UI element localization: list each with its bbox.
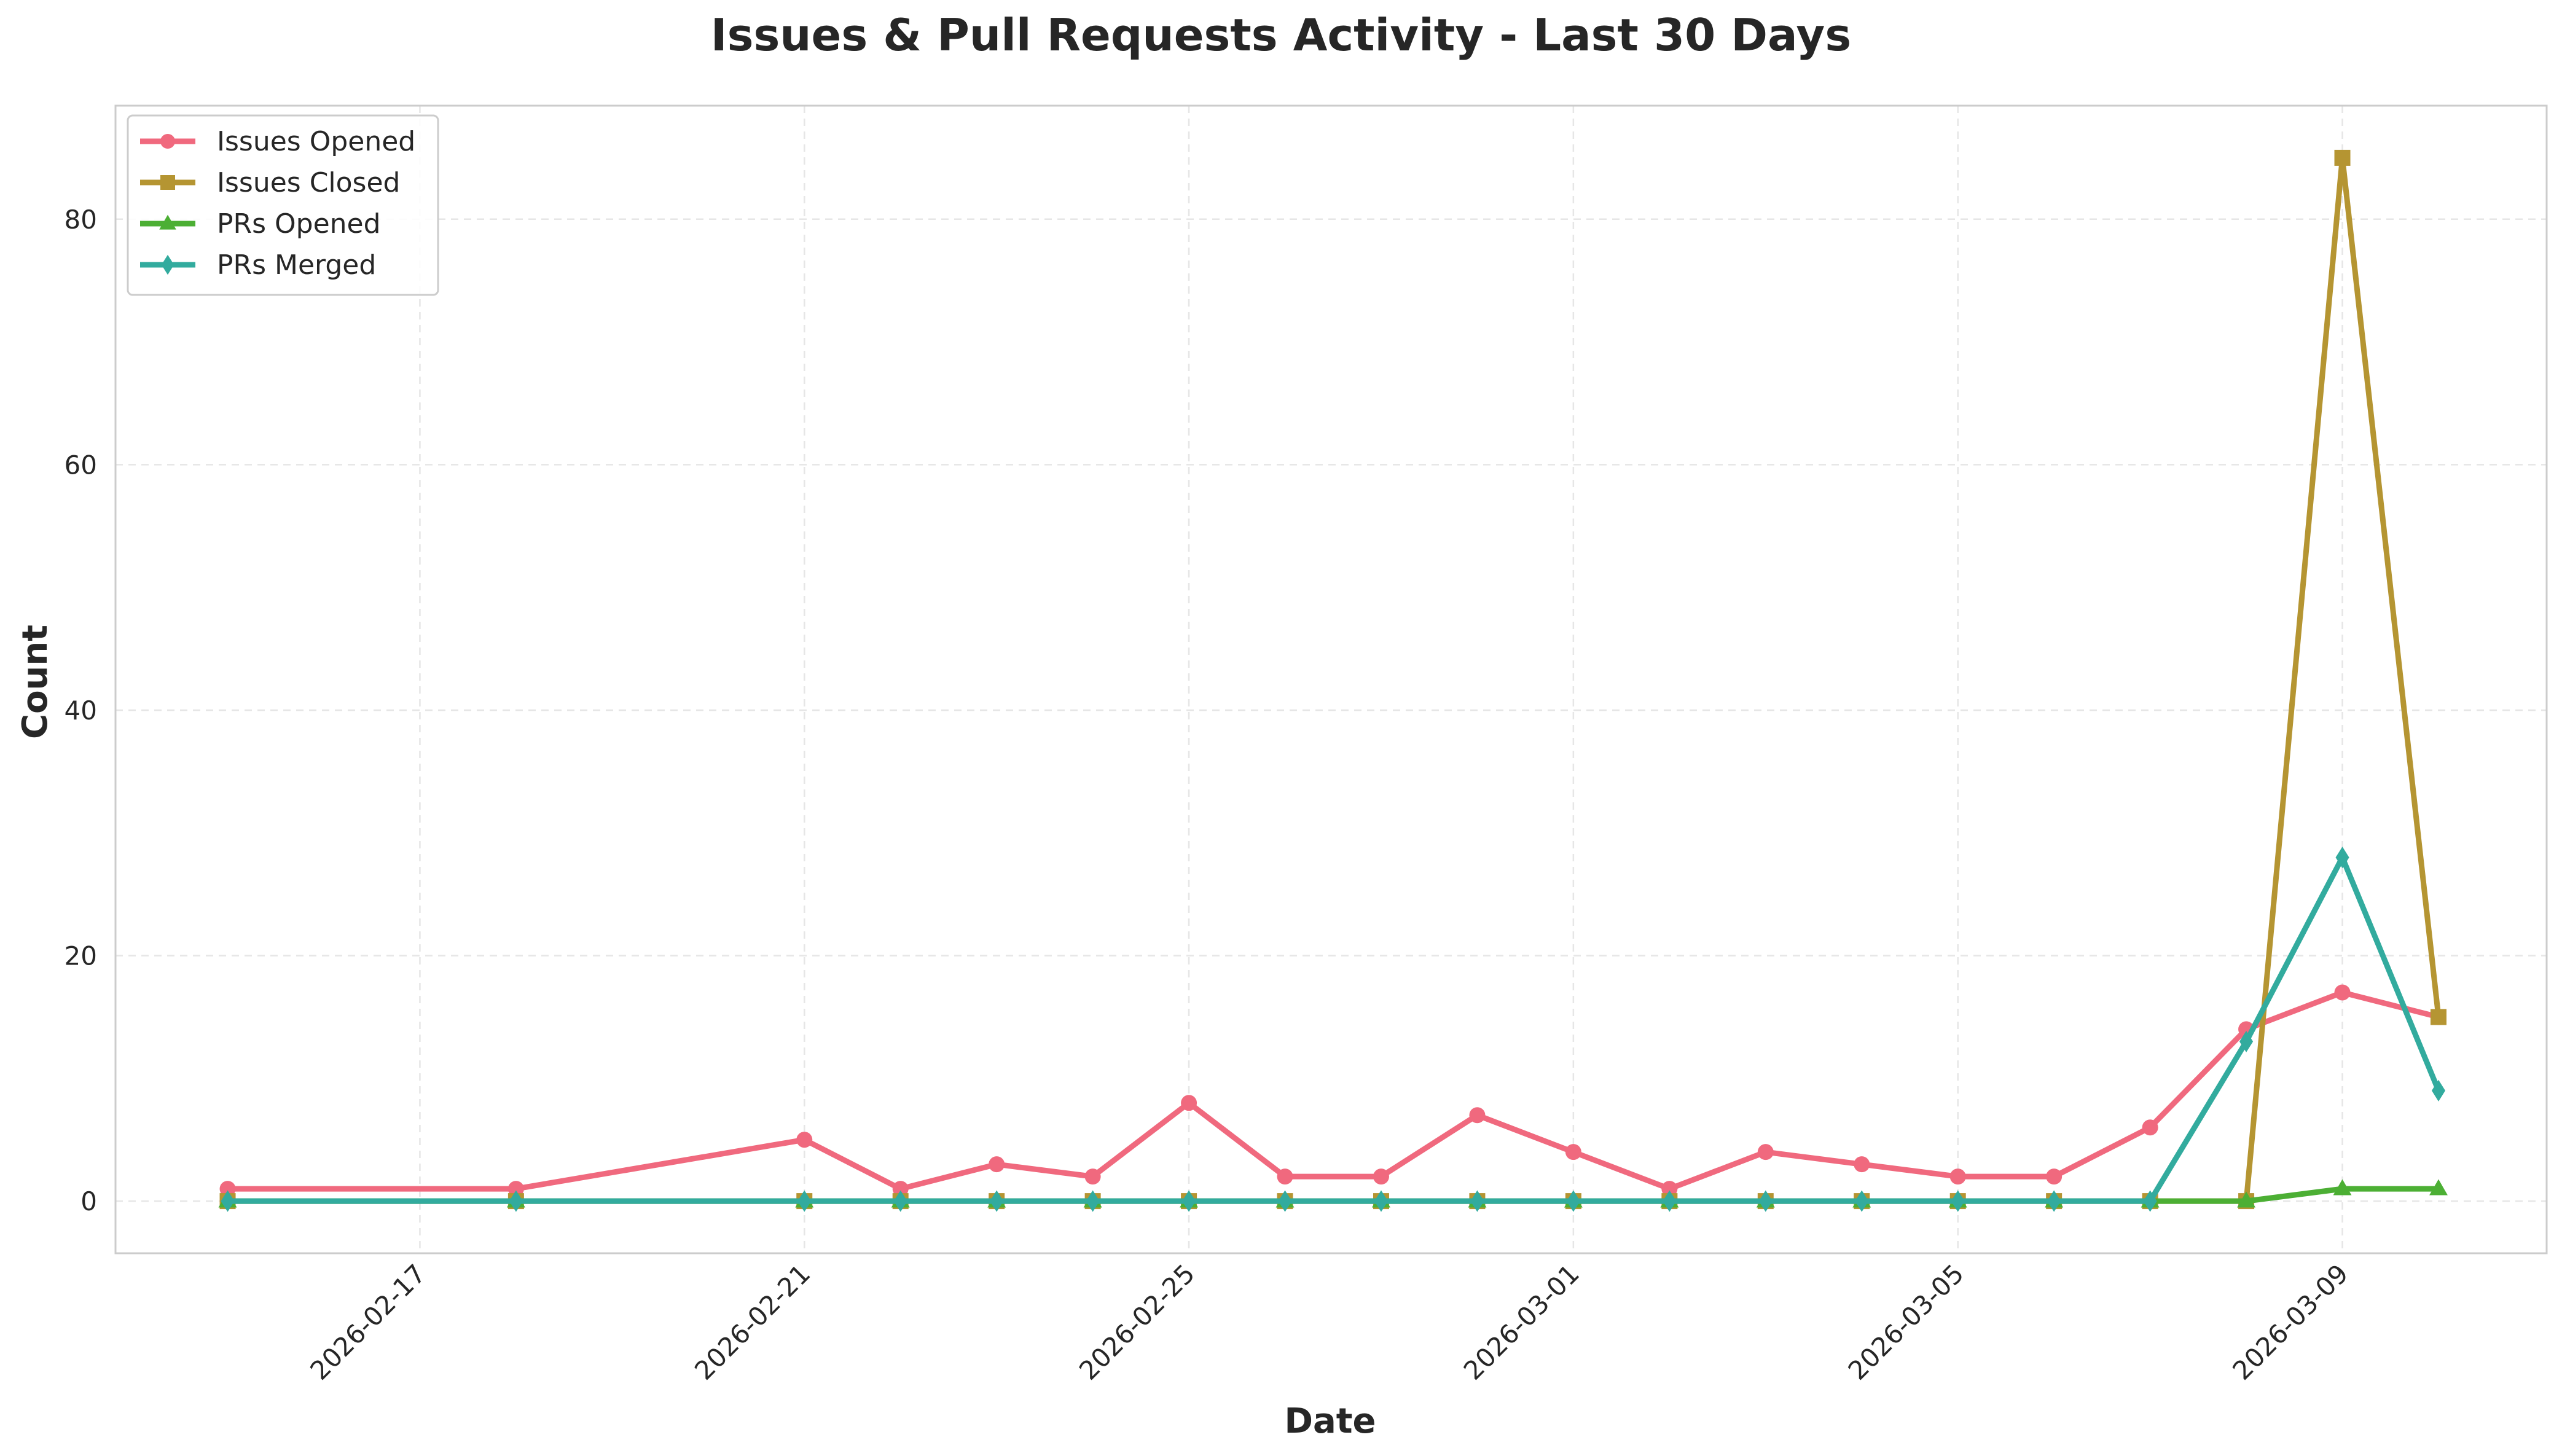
legend-item: Issues Closed <box>140 167 400 198</box>
data-point <box>1757 1144 1774 1160</box>
x-axis-label: Date <box>1284 1401 1376 1441</box>
legend-label: PRs Opened <box>217 208 381 240</box>
legend-label: PRs Merged <box>217 249 376 281</box>
legend-marker <box>161 254 174 275</box>
data-point <box>989 1156 1005 1173</box>
y-tick-label: 0 <box>80 1186 97 1216</box>
series-issues-opened <box>219 984 2446 1197</box>
data-point <box>1951 1190 1965 1212</box>
legend-marker <box>160 175 175 190</box>
legend-marker <box>159 214 176 230</box>
data-point <box>1181 1095 1197 1111</box>
series-prs-merged <box>221 847 2446 1212</box>
data-point <box>2335 847 2349 869</box>
series-layer <box>218 149 2448 1212</box>
y-tick-label: 80 <box>65 205 97 235</box>
data-point <box>221 1190 235 1212</box>
y-axis-label: Count <box>15 625 55 739</box>
data-point <box>1949 1168 1966 1185</box>
data-point <box>509 1190 523 1212</box>
data-point <box>2431 1079 2446 1102</box>
y-tick-label: 60 <box>65 450 97 480</box>
legend-item: PRs Opened <box>140 208 381 240</box>
legend-label: Issues Opened <box>217 126 415 157</box>
data-point <box>1565 1144 1581 1160</box>
data-point <box>1278 1190 1292 1212</box>
y-tick-label: 40 <box>65 695 97 726</box>
data-point <box>1086 1190 1100 1212</box>
data-point <box>2334 149 2351 166</box>
data-point <box>2429 1179 2448 1196</box>
data-point <box>2430 1009 2446 1025</box>
data-point <box>797 1190 812 1212</box>
data-point <box>219 1181 236 1197</box>
legend-label: Issues Closed <box>217 167 400 198</box>
y-tick-labels: 0 20 40 60 80 <box>65 205 97 1216</box>
data-point <box>507 1181 524 1197</box>
data-point <box>1566 1190 1580 1212</box>
data-point <box>2334 984 2351 1001</box>
data-point <box>2239 1030 2254 1052</box>
data-point <box>1661 1181 1678 1197</box>
data-point <box>2143 1190 2157 1212</box>
data-point <box>892 1181 909 1197</box>
data-point <box>1084 1168 1101 1185</box>
data-point <box>2046 1168 2063 1185</box>
legend-item: PRs Merged <box>140 249 376 281</box>
series-line <box>225 855 2442 1204</box>
grid-lines <box>116 106 2547 1253</box>
data-point <box>1182 1190 1196 1212</box>
data-point <box>2047 1190 2061 1212</box>
data-point <box>1854 1156 1870 1173</box>
data-point <box>1855 1190 1869 1212</box>
data-point <box>2142 1119 2158 1136</box>
chart-title: Issues & Pull Requests Activity - Last 3… <box>711 9 1851 61</box>
data-point <box>2237 1191 2256 1208</box>
data-point <box>1663 1190 1677 1212</box>
y-tick-label: 20 <box>65 941 97 971</box>
data-point <box>2333 1179 2352 1196</box>
legend-box <box>127 114 439 296</box>
series-line <box>225 990 2442 1192</box>
legend-marker <box>160 134 175 149</box>
data-point <box>1758 1190 1773 1212</box>
plot-frame <box>114 104 2548 1254</box>
data-point <box>990 1190 1004 1212</box>
data-point <box>1277 1168 1293 1185</box>
data-point <box>1470 1190 1484 1212</box>
data-point <box>796 1132 813 1148</box>
data-point <box>893 1190 907 1212</box>
data-point <box>1469 1107 1486 1124</box>
data-point <box>1374 1190 1389 1212</box>
data-point <box>1373 1168 1389 1185</box>
legend: Issues Opened Issues Closed PRs Opened PRs … <box>127 114 439 296</box>
legend-item: Issues Opened <box>140 126 415 157</box>
